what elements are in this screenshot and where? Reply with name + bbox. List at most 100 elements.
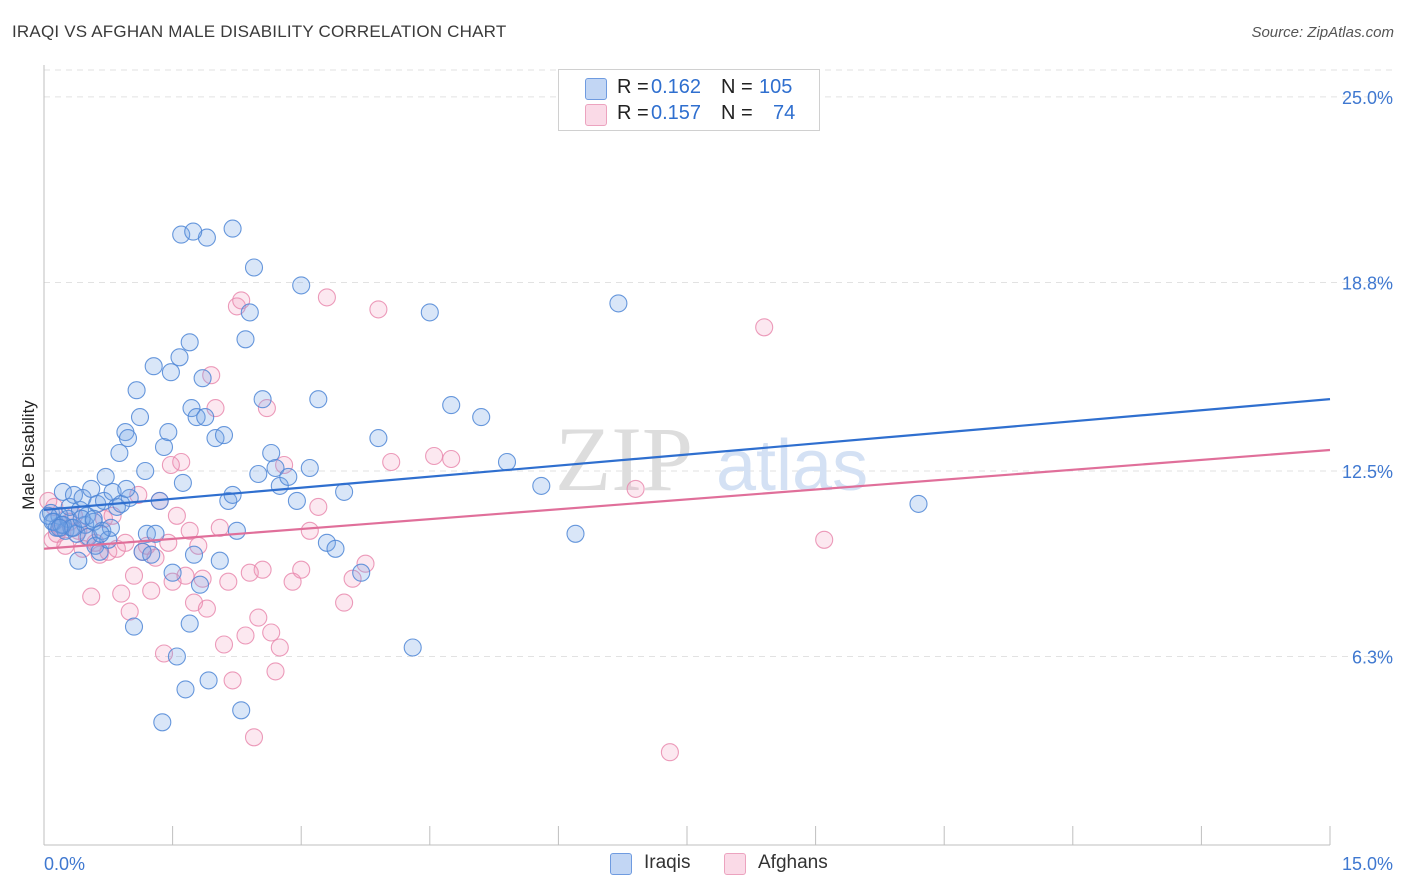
legend-r-label: R = (617, 102, 655, 124)
legend-swatch-iraqis (585, 78, 607, 100)
chart-title: IRAQI VS AFGHAN MALE DISABILITY CORRELAT… (12, 22, 507, 41)
afghan-point (266, 662, 285, 681)
iraqi-point (227, 521, 246, 540)
bottom-legend-label-afghans: Afghans (758, 852, 828, 873)
afghan-point (253, 560, 272, 579)
bottom-legend-swatch-afghans (724, 853, 746, 875)
iraqi-point (163, 563, 182, 582)
afghans-trend-line (43, 448, 1331, 550)
afghan-point (257, 399, 276, 418)
iraqi-point (43, 512, 62, 531)
x-tick-label-min: 0.0% (44, 854, 85, 874)
bottom-legend-label-iraqis: Iraqis (644, 852, 691, 873)
iraqi-point (442, 396, 461, 415)
afghan-point (161, 455, 180, 475)
iraqi-point (144, 357, 163, 376)
iraqi-point (50, 518, 69, 537)
axes (43, 65, 1331, 846)
afghan-point (442, 449, 461, 469)
iraqi-point (266, 458, 285, 478)
iraqi-point (249, 464, 268, 484)
iraqi-point (199, 671, 218, 690)
iraqi-point (53, 515, 72, 534)
iraqi-point (369, 429, 388, 448)
iraqi-point (566, 524, 585, 543)
iraqi-point (232, 701, 251, 720)
afghan-point (120, 602, 139, 621)
iraqi-point (253, 390, 272, 409)
iraqi-point (91, 524, 110, 543)
iraqi-point (142, 545, 161, 564)
afghan-point (755, 318, 774, 337)
iraqi-point (127, 381, 146, 400)
iraqi-point (154, 437, 174, 457)
iraqi-point (180, 333, 199, 352)
watermark-atlas: atlas (716, 426, 868, 506)
iraqi-point (210, 551, 229, 570)
afghan-point (660, 743, 679, 762)
iraqi-point (176, 680, 195, 699)
iraqi-point (170, 348, 189, 367)
iraqi-point (193, 369, 212, 388)
iraqi-point (214, 426, 234, 445)
afghan-point (270, 638, 289, 657)
iraqi-point (497, 452, 517, 472)
iraqi-point (287, 491, 306, 510)
legend-n-value: 74 (773, 102, 796, 124)
afghan-point (45, 497, 64, 516)
iraqi-point (292, 276, 311, 295)
iraqi-point (172, 225, 191, 244)
afghan-point (124, 566, 144, 585)
iraqi-point (124, 617, 144, 636)
afghan-point (214, 635, 234, 654)
legend-r-label: R = (617, 76, 655, 98)
afghan-point (335, 593, 354, 612)
iraqi-point (909, 494, 928, 513)
legend-n-label: N = (721, 102, 759, 124)
afghan-point (300, 521, 319, 540)
afghan-point (369, 300, 388, 319)
iraqi-point (223, 219, 242, 238)
afghan-point (262, 623, 281, 642)
iraqi-point (240, 303, 259, 322)
iraqi-point (136, 461, 155, 481)
source-label: Source: ZipAtlas.com (1251, 24, 1394, 41)
afghan-point (219, 572, 238, 591)
correlation-legend: R = 0.162 N = 105 R = 0.157 N = 74 (558, 69, 820, 131)
afghan-point (180, 521, 199, 540)
iraqi-point (197, 228, 216, 247)
afghan-point (142, 581, 161, 600)
y-tick-label: 6.3% (1352, 647, 1393, 667)
iraqis-trend-line (43, 398, 1331, 511)
afghan-point (244, 728, 264, 747)
y-tick-label: 18.8% (1342, 273, 1393, 293)
iraqi-point (184, 545, 204, 564)
iraqi-point (118, 429, 138, 448)
iraqi-point (420, 303, 439, 322)
iraqi-point (184, 222, 203, 241)
iraqi-point (180, 614, 199, 633)
iraqi-point (117, 479, 136, 498)
afghan-point (249, 608, 268, 627)
iraqi-point (352, 563, 371, 582)
iraqi-point (153, 713, 172, 732)
iraqi-point (244, 258, 264, 277)
iraqi-point (167, 647, 186, 666)
iraqi-point (161, 363, 180, 382)
iraqis-points (39, 219, 928, 732)
afghan-point (626, 479, 645, 498)
afghan-point (167, 506, 186, 525)
iraqi-point (609, 294, 628, 313)
iraqi-point (300, 458, 319, 478)
afghan-point (112, 584, 131, 603)
afghan-point (356, 554, 375, 573)
iraqi-point (84, 509, 103, 528)
afghan-point (206, 399, 225, 418)
iraqi-point (82, 479, 101, 498)
afghan-point (197, 599, 216, 618)
afghan-point (317, 288, 336, 307)
iraqi-point (190, 575, 210, 594)
legend-r-value: 0.157 (651, 102, 702, 124)
y-tick-label: 12.5% (1342, 462, 1393, 482)
